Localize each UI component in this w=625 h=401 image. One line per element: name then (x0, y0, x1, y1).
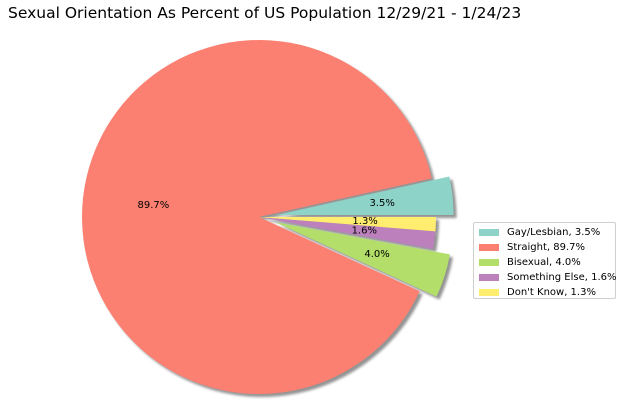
pie-pct-label-gay-lesbian: 3.5% (369, 198, 394, 209)
pie-slices (82, 40, 454, 395)
pie-pct-label-don-t-know: 1.3% (352, 216, 377, 227)
pie-labels: 3.5% 89.7% 4.0% 1.6%1.3% (138, 198, 395, 260)
legend-label-straight: Straight, 89.7% (507, 242, 586, 253)
legend-label-something-else: Something Else, 1.6% (507, 272, 617, 283)
legend-item-bisexual: Bisexual, 4.0% (479, 255, 615, 270)
legend-swatch-bisexual (479, 259, 499, 266)
pie-slice-don-t-know (259, 217, 436, 232)
pie-pct-label-bisexual: 4.0% (364, 249, 389, 260)
legend-label-bisexual: Bisexual, 4.0% (507, 257, 581, 268)
pie-pct-label-straight: 89.7% (138, 200, 170, 211)
legend-item-gay-lesbian: Gay/Lesbian, 3.5% (479, 225, 615, 240)
legend-label-don-t-know: Don't Know, 1.3% (507, 287, 596, 298)
legend-item-straight: Straight, 89.7% (479, 240, 615, 255)
legend-swatch-something-else (479, 274, 499, 281)
legend-item-don-t-know: Don't Know, 1.3% (479, 285, 615, 300)
chart-title: Sexual Orientation As Percent of US Popu… (8, 4, 522, 22)
legend-swatch-don-t-know (479, 289, 499, 296)
pie-slice-something-else (259, 217, 436, 250)
legend-label-gay-lesbian: Gay/Lesbian, 3.5% (507, 227, 601, 238)
legend-swatch-straight (479, 244, 499, 251)
legend-item-something-else: Something Else, 1.6% (479, 270, 617, 285)
pie-pct-label-something-else: 1.6% (352, 225, 377, 236)
pie-slice-gay-lesbian (276, 176, 454, 216)
legend: Gay/Lesbian, 3.5% Straight, 89.7% Bisexual… (473, 222, 616, 299)
legend-swatch-gay-lesbian (479, 229, 499, 236)
pie-slice-straight (82, 40, 432, 395)
pie-slice-bisexual (275, 222, 450, 297)
